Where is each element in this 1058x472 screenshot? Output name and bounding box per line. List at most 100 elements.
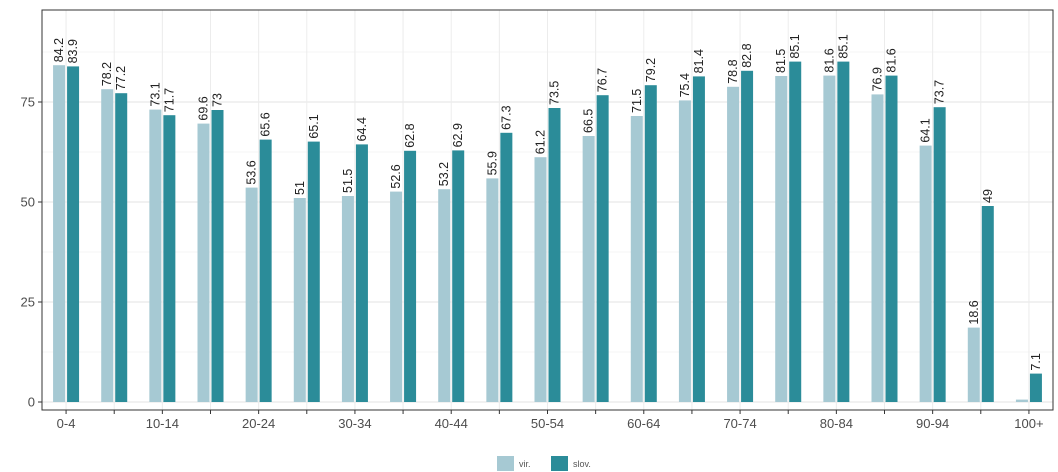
bar-slov [67,66,80,403]
data-label: 18.6 [967,300,981,324]
data-label: 81.6 [822,48,836,72]
bar-vir [919,145,932,402]
data-labels: 84.2 83.9 78.2 77.2 73.1 71.7 69.6 73 53.6 65.6 51… [52,34,1043,370]
x-tick-label: 20-24 [242,416,275,431]
data-label: 7.1 [1029,353,1043,370]
data-label: 83.9 [66,39,80,63]
bar-slov [452,150,465,402]
bar-slov [981,206,994,402]
data-label: 67.3 [499,105,513,129]
bar-vir [245,187,258,402]
data-label: 53.2 [437,162,451,186]
bar-vir [293,198,306,402]
y-tick-label: 75 [21,95,35,110]
data-label: 81.6 [885,48,899,72]
data-label: 55.9 [485,151,499,175]
data-label: 81.5 [774,49,788,73]
bar-vir [1015,399,1028,402]
bar-vir [149,109,162,402]
legend-key-vir [497,456,514,471]
data-label: 71.7 [162,88,176,112]
x-tick-label: 30-34 [338,416,371,431]
bar-slov [500,132,513,403]
data-label: 85.1 [836,34,850,58]
data-label: 73.5 [548,81,562,105]
bar-slov [789,61,802,402]
data-label: 52.6 [389,164,403,188]
bar-slov [259,139,272,402]
legend-label-vir: vir. [519,459,531,469]
bar-slov [404,150,417,402]
bar-slov [211,110,224,402]
bar-vir [823,75,836,402]
data-label: 81.4 [692,49,706,73]
bar-vir [678,100,691,403]
bar-slov [596,95,609,402]
y-tick-label: 0 [28,395,35,410]
bar-slov [115,93,128,402]
bar-vir [534,157,547,402]
x-tick-label: 70-74 [723,416,756,431]
bar-vir [197,123,210,402]
y-tick-label: 25 [21,295,35,310]
data-label: 61.2 [534,130,548,154]
bar-vir [341,196,354,402]
data-label: 62.8 [403,123,417,147]
data-label: 65.1 [307,114,321,138]
bar-slov [692,76,705,403]
data-label: 79.2 [644,58,658,82]
y-axis: 0 25 50 75 [21,95,42,410]
data-label: 78.8 [726,59,740,83]
data-label: 62.9 [451,123,465,147]
data-label: 73.1 [148,82,162,106]
bar-slov [1029,373,1042,402]
x-axis: 0-4 10-14 20-24 30-34 40-44 50-54 60-64 70-74 80… [57,410,1044,431]
bar-slov [644,85,657,402]
bar-slov [837,61,850,402]
data-label: 64.4 [355,117,369,141]
bar-vir [390,191,403,402]
x-tick-label: 90-94 [916,416,949,431]
bar-slov [355,144,368,402]
data-label: 65.6 [259,112,273,136]
data-label: 66.5 [582,109,596,133]
data-label: 49 [981,189,995,203]
x-tick-label: 100+ [1014,416,1043,431]
bar-vir [438,189,451,402]
data-label: 53.6 [245,160,259,184]
data-label: 84.2 [52,38,66,62]
data-label: 73.7 [933,80,947,104]
plot-border [41,9,1054,411]
legend-key-slov [551,456,568,471]
bar-vir [630,116,643,402]
grid-lines [42,10,1053,410]
bar-vir [53,65,66,402]
bar-slov [163,115,176,402]
data-label: 71.5 [630,89,644,113]
data-label: 75.4 [678,73,692,97]
x-tick-label: 50-54 [531,416,564,431]
x-tick-label: 60-64 [627,416,660,431]
data-label: 73 [211,93,225,107]
data-label: 77.2 [114,66,128,90]
data-label: 51.5 [341,169,355,193]
bar-vir [967,327,980,402]
x-tick-label: 80-84 [820,416,853,431]
bar-vir [871,94,884,403]
data-label: 76.9 [871,67,885,91]
bar-vir [486,178,499,402]
data-label: 64.1 [919,118,933,142]
data-label: 78.2 [100,62,114,86]
bar-vir [727,86,740,403]
bar-slov [885,75,898,402]
bar-vir [775,76,788,402]
bar-slov [548,108,561,402]
bars [53,61,1042,403]
data-label: 82.8 [740,43,754,67]
y-tick-label: 50 [21,195,35,210]
legend: vir. slov. [497,456,591,471]
bar-vir [582,136,595,402]
bar-slov [741,70,754,403]
data-label: 51 [293,181,307,195]
